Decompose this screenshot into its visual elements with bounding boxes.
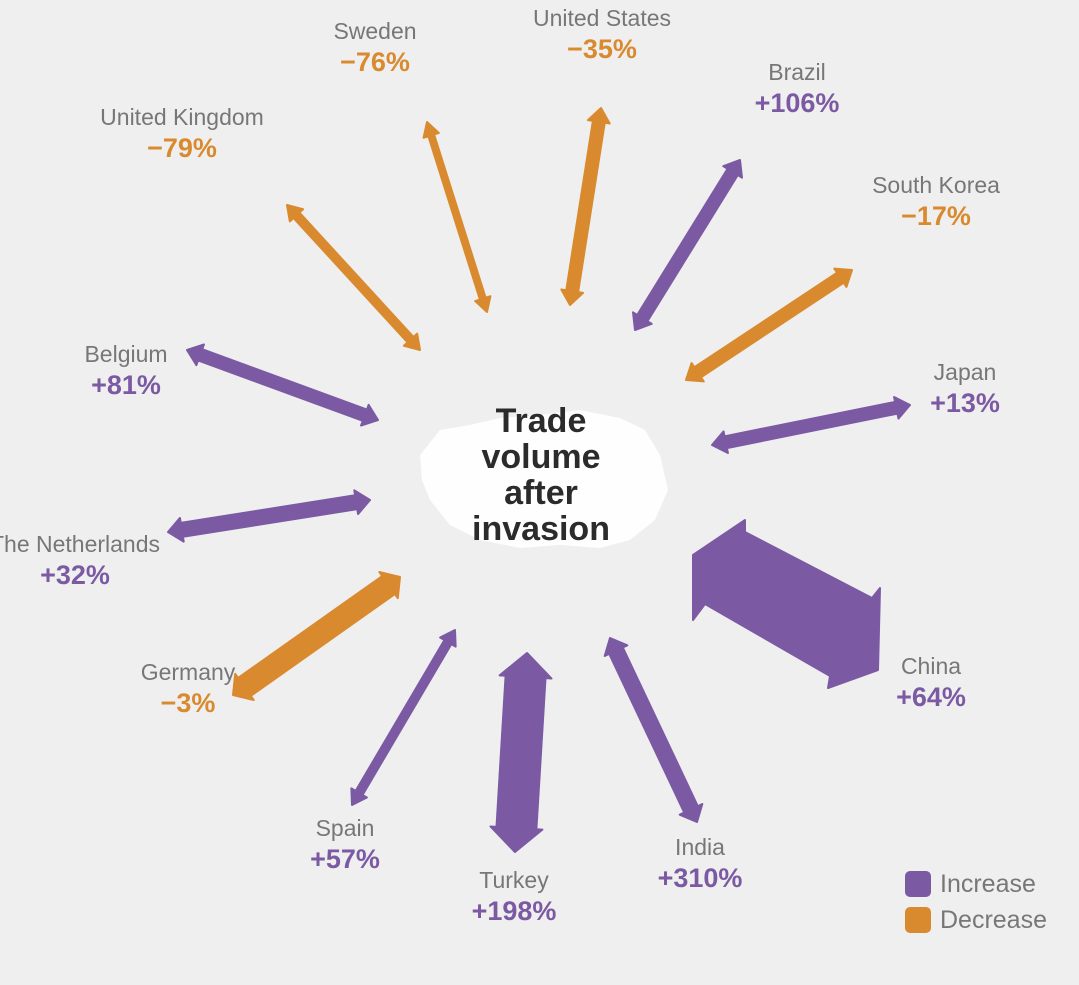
title-line: after	[504, 474, 578, 512]
arrow-germany	[232, 571, 401, 701]
change-value: −76%	[340, 47, 410, 77]
arrow-brazil	[631, 159, 744, 331]
country-name: Spain	[315, 815, 375, 841]
russia-map-silhouette	[420, 410, 668, 548]
change-value: +13%	[930, 388, 1000, 418]
country-name: Brazil	[768, 59, 826, 85]
label-spain: Spain +57%	[310, 814, 380, 876]
country-name: Sweden	[333, 18, 417, 44]
label-germany: Germany −3%	[141, 658, 236, 720]
country-name: China	[900, 653, 962, 679]
change-value: +64%	[896, 682, 966, 712]
title-line: volume	[481, 438, 601, 476]
legend-label: Decrease	[940, 905, 1047, 934]
country-name: United Kingdom	[100, 104, 264, 130]
legend-item-decrease: Decrease	[905, 902, 1047, 938]
label-japan: Japan +13%	[930, 358, 1000, 420]
label-the-netherlands: The Netherlands +32%	[0, 530, 160, 592]
country-name: The Netherlands	[0, 531, 161, 557]
change-value: +32%	[40, 560, 110, 590]
country-name: Japan	[933, 359, 997, 385]
country-name: South Korea	[872, 172, 1000, 198]
change-value: +310%	[657, 863, 743, 893]
change-value: +106%	[754, 88, 840, 118]
country-name: Germany	[140, 659, 236, 685]
arrow-india	[603, 637, 704, 823]
arrow-united-kingdom	[286, 204, 421, 351]
label-belgium: Belgium +81%	[84, 340, 167, 402]
label-china: China +64%	[896, 652, 966, 714]
country-name: India	[675, 834, 725, 860]
country-name: Belgium	[84, 341, 168, 367]
arrow-south-korea	[685, 267, 853, 383]
arrow-united-states	[560, 107, 611, 306]
label-united-states: United States −35%	[533, 4, 671, 66]
label-sweden: Sweden −76%	[333, 17, 416, 79]
change-value: +57%	[310, 844, 380, 874]
arrow-belgium	[186, 343, 379, 427]
arrow-the-netherlands	[167, 489, 371, 543]
label-turkey: Turkey +198%	[472, 866, 557, 928]
arrow-turkey	[489, 652, 553, 853]
decrease-swatch	[905, 907, 931, 933]
legend-item-increase: Increase	[905, 866, 1047, 902]
label-india: India +310%	[658, 833, 743, 895]
legend-label: Increase	[940, 869, 1036, 898]
arrow-china	[692, 519, 881, 689]
title-line: invasion	[472, 510, 610, 548]
increase-swatch	[905, 871, 931, 897]
legend: Increase Decrease	[905, 866, 1047, 938]
change-value: −17%	[901, 201, 971, 231]
arrow-sweden	[422, 121, 492, 313]
change-value: −3%	[160, 688, 216, 718]
title-line: Trade	[495, 402, 587, 440]
label-brazil: Brazil +106%	[755, 58, 840, 120]
label-united-kingdom: United Kingdom −79%	[100, 103, 264, 165]
change-value: −35%	[567, 34, 637, 64]
arrow-spain	[350, 629, 457, 806]
change-value: +198%	[471, 896, 557, 926]
arrow-japan	[711, 395, 911, 455]
label-south-korea: South Korea −17%	[872, 171, 1000, 233]
country-name: Turkey	[479, 867, 549, 893]
center-title: Trade volume after invasion	[472, 403, 610, 547]
country-name: United States	[532, 5, 672, 31]
change-value: +81%	[91, 370, 161, 400]
change-value: −79%	[147, 133, 217, 163]
